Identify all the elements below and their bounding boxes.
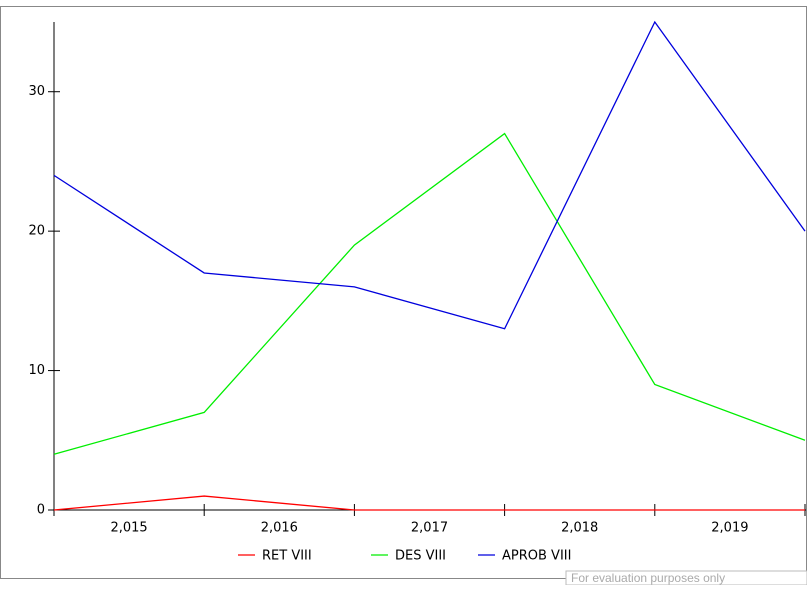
x-tick-label: 2,015 bbox=[110, 521, 147, 536]
x-tick-label: 2,019 bbox=[711, 521, 748, 536]
x-tick-label: 2,017 bbox=[411, 521, 448, 536]
series-line bbox=[53, 495, 805, 511]
y-tick-label: 30 bbox=[28, 84, 45, 99]
legend-label: DES VIII bbox=[395, 549, 446, 564]
x-tick-label: 2,018 bbox=[561, 521, 598, 536]
legend-label: RET VIII bbox=[262, 549, 312, 564]
frame bbox=[0, 6, 807, 579]
series-line bbox=[53, 20, 806, 330]
x-tick-label: 2,016 bbox=[261, 521, 298, 536]
series-line bbox=[53, 132, 806, 455]
legend-label: APROB VIII bbox=[502, 549, 571, 564]
y-tick-label: 0 bbox=[37, 503, 45, 518]
watermark: For evaluation purposes only bbox=[571, 571, 725, 585]
y-tick-label: 20 bbox=[28, 224, 45, 239]
y-tick-label: 10 bbox=[28, 363, 45, 378]
